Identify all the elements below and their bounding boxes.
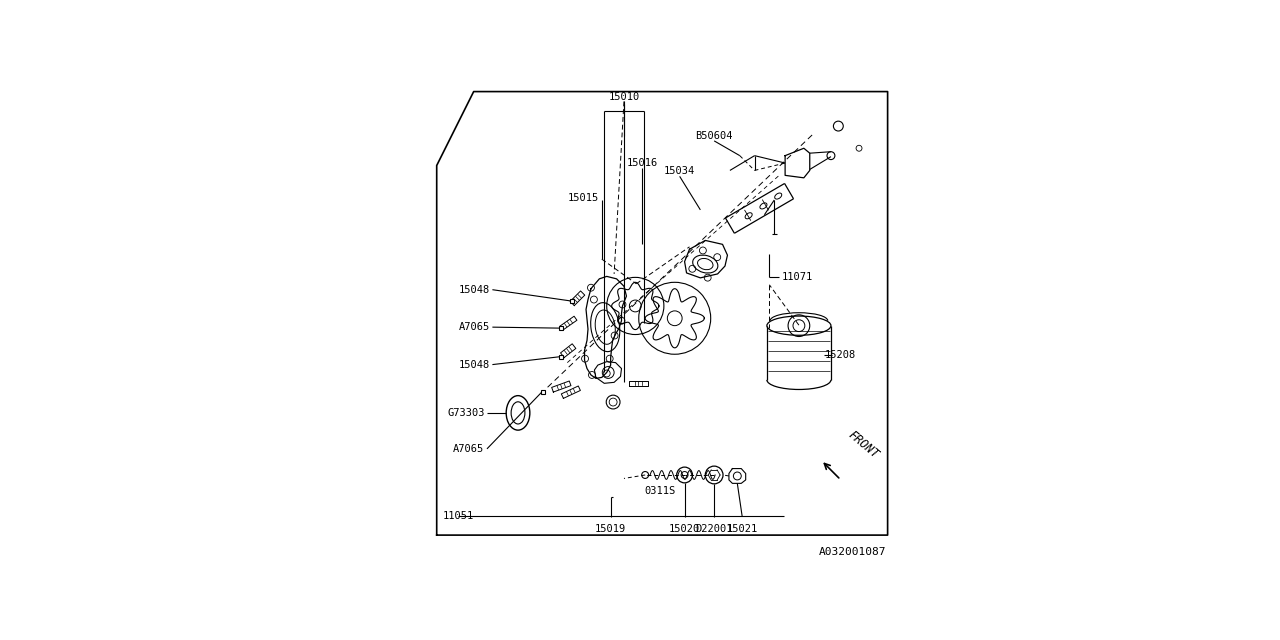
Text: 15015: 15015 bbox=[568, 193, 599, 202]
Text: 15048: 15048 bbox=[458, 285, 490, 294]
Text: A7065: A7065 bbox=[453, 444, 485, 454]
Text: 15010: 15010 bbox=[608, 92, 640, 102]
Text: D22001: D22001 bbox=[695, 524, 733, 534]
Text: 15016: 15016 bbox=[627, 158, 658, 168]
Text: 11051: 11051 bbox=[443, 511, 475, 522]
Text: B50604: B50604 bbox=[695, 131, 733, 141]
Text: G73303: G73303 bbox=[447, 408, 485, 418]
Text: 15048: 15048 bbox=[458, 360, 490, 369]
Text: 15021: 15021 bbox=[727, 524, 758, 534]
Text: FRONT: FRONT bbox=[846, 428, 882, 461]
Text: 11071: 11071 bbox=[782, 273, 813, 282]
Text: 0311S: 0311S bbox=[644, 486, 676, 496]
Text: A032001087: A032001087 bbox=[819, 547, 887, 557]
Text: 15034: 15034 bbox=[664, 166, 695, 177]
Text: 15019: 15019 bbox=[595, 524, 626, 534]
Text: 15208: 15208 bbox=[826, 350, 856, 360]
Text: 15020: 15020 bbox=[669, 524, 700, 534]
Text: A7065: A7065 bbox=[458, 322, 490, 332]
